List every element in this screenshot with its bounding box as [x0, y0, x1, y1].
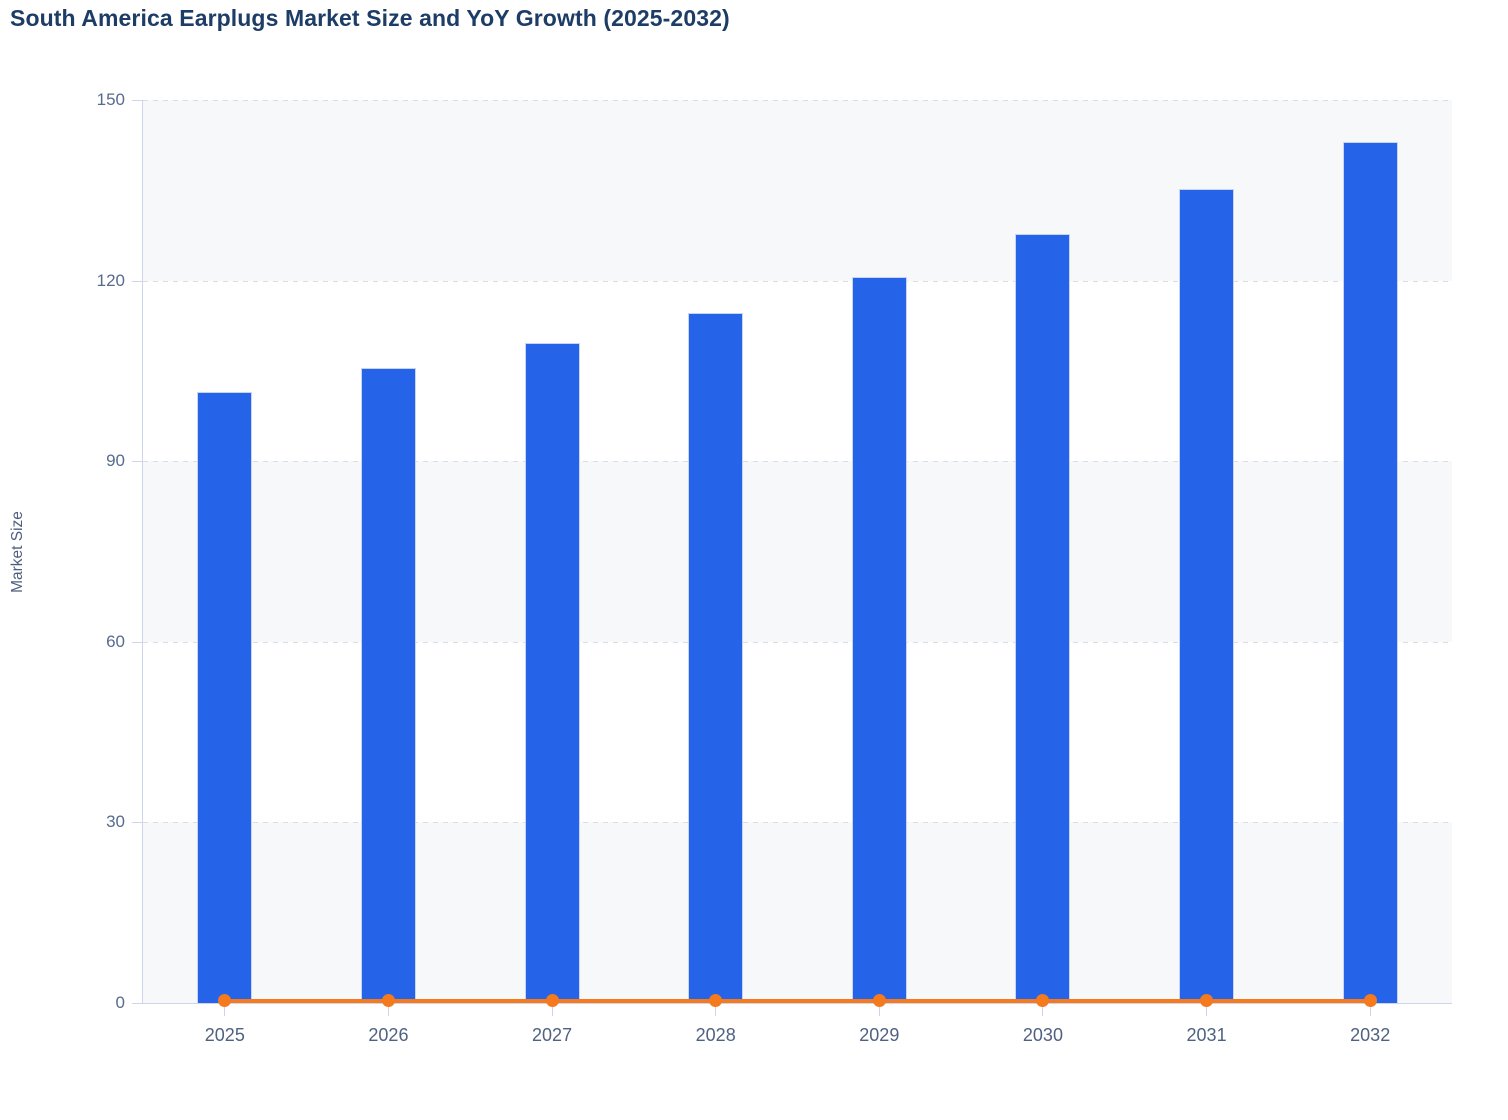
y-axis-tick	[132, 100, 142, 101]
plot-area: 0 30 60 90 120 150 2025 2026 2027 2028 2029 2030 203…	[97, 90, 1452, 1045]
yoy-marker-2025[interactable]	[218, 994, 232, 1007]
bar-2028[interactable]	[688, 313, 744, 1003]
yoy-marker-2030[interactable]	[1036, 994, 1050, 1007]
x-axis-tick-label-2029: 2029	[859, 1025, 900, 1045]
x-axis-tick	[551, 1006, 553, 1016]
x-axis-tick	[1369, 1006, 1371, 1016]
yoy-marker-2026[interactable]	[381, 994, 395, 1007]
plot-band-1	[143, 461, 1452, 642]
x-axis-tick	[1042, 1006, 1044, 1016]
bar-2032[interactable]	[1342, 142, 1398, 1003]
yoy-marker-2028[interactable]	[709, 994, 723, 1007]
y-axis-tick-label: 120	[96, 270, 125, 290]
y-axis-tick	[132, 641, 142, 643]
gridline-y-120	[143, 280, 1452, 282]
bar-2027[interactable]	[524, 343, 580, 1003]
yoy-marker-2032[interactable]	[1363, 994, 1377, 1007]
y-axis-tick-label: 150	[96, 90, 125, 109]
y-axis-line	[142, 100, 143, 1003]
chart-title: South America Earplugs Market Size and Y…	[10, 5, 730, 31]
plot-band-2	[143, 100, 1452, 281]
bar-2029[interactable]	[851, 276, 907, 1003]
y-axis-tick-label: 90	[106, 451, 125, 471]
bar-2025[interactable]	[197, 391, 253, 1003]
x-axis-line	[142, 1003, 1452, 1004]
x-axis-tick	[715, 1006, 717, 1016]
y-axis-tick-label: 0	[115, 993, 125, 1012]
x-axis-tick	[1206, 1006, 1208, 1016]
bar-2026[interactable]	[360, 368, 416, 1003]
x-axis-tick-label-2031: 2031	[1186, 1025, 1227, 1045]
x-axis-tick	[878, 1006, 880, 1016]
plot-band-0	[143, 822, 1452, 1003]
gridline-y-90	[143, 461, 1452, 463]
bar-2031[interactable]	[1179, 189, 1235, 1003]
yoy-growth-line	[224, 998, 1371, 1003]
bar-2030[interactable]	[1015, 234, 1071, 1003]
x-axis-tick	[387, 1006, 389, 1016]
x-axis-tick-label-2026: 2026	[368, 1025, 409, 1045]
y-axis-tick-label: 30	[106, 812, 125, 832]
y-axis-tick	[132, 822, 142, 824]
x-axis-tick-label-2028: 2028	[695, 1025, 736, 1045]
yoy-marker-2027[interactable]	[545, 994, 559, 1007]
y-axis-tick	[132, 1003, 142, 1004]
y-axis-title: Market Size	[9, 511, 26, 593]
y-axis-tick	[132, 461, 142, 463]
x-axis-tick-label-2027: 2027	[532, 1025, 573, 1045]
x-axis-tick	[224, 1006, 226, 1016]
y-axis-tick	[132, 280, 142, 282]
gridline-y-60	[143, 641, 1452, 643]
yoy-marker-2031[interactable]	[1200, 994, 1214, 1007]
y-axis-tick-label: 60	[106, 631, 125, 651]
x-axis-tick-label-2030: 2030	[1022, 1025, 1063, 1045]
yoy-marker-2029[interactable]	[872, 994, 886, 1007]
gridline-y-30	[143, 822, 1452, 824]
x-axis-tick-label-2032: 2032	[1350, 1025, 1391, 1045]
gridline-y-150	[143, 100, 1452, 101]
x-axis-tick-label-2025: 2025	[204, 1025, 245, 1045]
